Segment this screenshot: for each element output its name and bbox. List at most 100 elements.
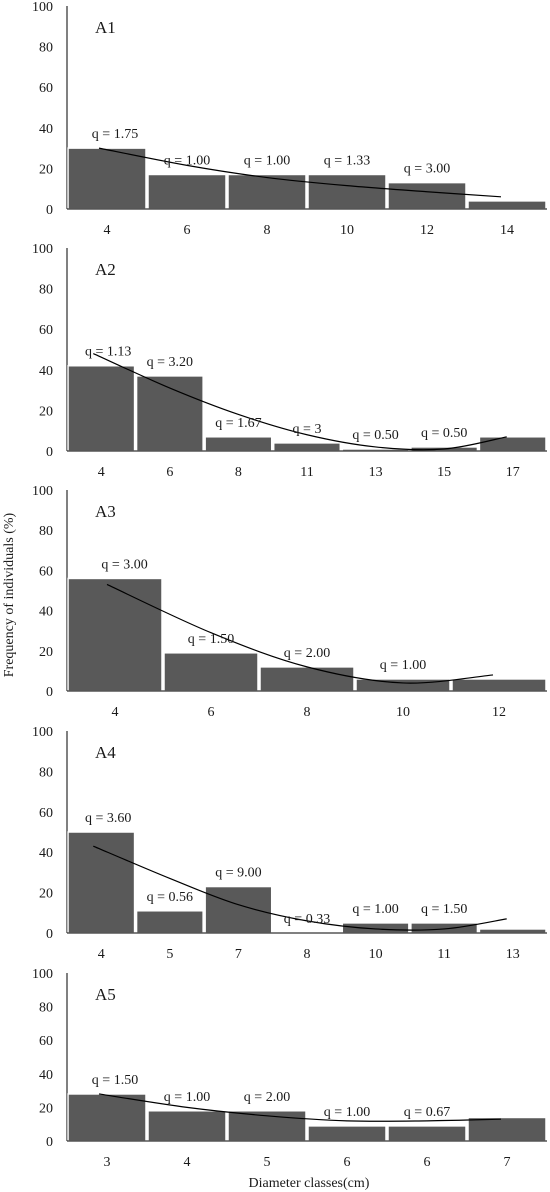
bar — [272, 442, 342, 452]
panel-a4: 0 20 40 60 80 100 4 5 7 8 10 11 13 q = 3.60 q = 0.56 q … — [32, 725, 547, 962]
x-axis-title: Diameter classes(cm) — [249, 1176, 370, 1191]
x-tick-label: 8 — [304, 705, 311, 720]
bar — [67, 831, 136, 934]
y-tick-label: 60 — [39, 806, 53, 821]
x-tick-label: 13 — [369, 465, 383, 480]
y-tick-label: 0 — [46, 927, 53, 942]
y-tick-label: 20 — [39, 887, 53, 902]
bar — [67, 364, 136, 452]
y-tick-label: 100 — [32, 967, 53, 982]
x-tick-label: 5 — [264, 1155, 271, 1170]
x-tick-label: 10 — [340, 223, 354, 238]
bar — [478, 928, 547, 934]
x-tick-label: 7 — [504, 1155, 511, 1170]
q-label: q = 3.00 — [101, 557, 147, 572]
q-label: q = 1.00 — [164, 153, 210, 168]
q-label: q = 1.50 — [188, 632, 234, 647]
bar — [467, 1116, 547, 1142]
y-tick-label: 100 — [32, 484, 53, 499]
y-tick-label: 40 — [39, 605, 53, 620]
q-label: q = 0.50 — [421, 426, 467, 441]
y-tick-label: 80 — [39, 283, 53, 298]
y-tick-label: 20 — [39, 1101, 53, 1116]
bar — [307, 1125, 387, 1142]
x-tick-label: 4 — [98, 947, 105, 962]
trend-line — [98, 147, 502, 198]
q-label: q = 3 — [293, 422, 322, 437]
bar — [387, 1125, 467, 1142]
x-tick-label: 12 — [492, 705, 506, 720]
x-tick-label: 6 — [208, 705, 215, 720]
bar — [67, 1093, 147, 1142]
trend-line — [106, 583, 494, 684]
q-label: q = 9.00 — [215, 866, 261, 881]
bar — [67, 577, 163, 692]
bar — [67, 147, 147, 210]
q-label: q = 0.67 — [404, 1105, 450, 1120]
x-tick-label: 7 — [235, 947, 242, 962]
y-tick-label: 20 — [39, 645, 53, 660]
y-tick-label: 60 — [39, 323, 53, 338]
x-tick-label: 6 — [424, 1155, 431, 1170]
y-tick-label: 40 — [39, 1068, 53, 1083]
x-tick-label: 15 — [437, 465, 451, 480]
q-label: q = 1.00 — [244, 153, 290, 168]
bar — [355, 678, 451, 692]
y-tick-label: 100 — [32, 242, 53, 257]
y-tick-label: 40 — [39, 846, 53, 861]
q-label: q = 2.00 — [284, 646, 330, 661]
q-label: q = 2.00 — [244, 1090, 290, 1105]
y-tick-label: 0 — [46, 203, 53, 218]
panel-label: A4 — [95, 743, 116, 762]
x-tick-label: 6 — [184, 223, 191, 238]
y-tick-label: 60 — [39, 1034, 53, 1049]
x-tick-label: 6 — [166, 465, 173, 480]
q-label: q = 0.56 — [147, 890, 193, 905]
x-tick-label: 4 — [98, 465, 105, 480]
bar — [467, 200, 547, 210]
x-tick-label: 4 — [184, 1155, 191, 1170]
trend-line — [98, 1093, 502, 1122]
y-tick-label: 100 — [32, 0, 53, 15]
panel-a2: 0 20 40 60 80 100 4 6 8 11 13 15 17 q = 1.13 q = 3.20 q… — [32, 242, 547, 480]
q-label: q = 1.67 — [215, 416, 261, 431]
bar — [307, 173, 387, 210]
x-tick-label: 5 — [166, 947, 173, 962]
x-tick-label: 8 — [235, 465, 242, 480]
y-tick-label: 40 — [39, 364, 53, 379]
y-tick-label: 60 — [39, 564, 53, 579]
panel-a5: 0 20 40 60 80 100 3 4 5 6 6 7 q = 1.50 q = 1.00 q = 2.… — [32, 967, 547, 1170]
x-tick-label: 4 — [112, 705, 119, 720]
y-tick-label: 0 — [46, 445, 53, 460]
bar — [341, 922, 410, 934]
x-tick-label: 11 — [437, 947, 450, 962]
q-label: q = 1.33 — [324, 153, 370, 168]
panel-a3: 0 20 40 60 80 100 4 6 8 10 12 q = 3.00 q = 1.50 q = 2… — [32, 484, 547, 720]
y-tick-label: 60 — [39, 81, 53, 96]
y-axis-title: Frequency of individuals (%) — [2, 512, 17, 677]
bar — [204, 885, 273, 934]
y-tick-label: 80 — [39, 41, 53, 56]
bar — [387, 181, 467, 210]
y-tick-label: 80 — [39, 1001, 53, 1016]
bar — [204, 436, 273, 452]
q-label: q = 1.00 — [164, 1090, 210, 1105]
x-tick-label: 10 — [369, 947, 383, 962]
q-label: q = 3.20 — [147, 355, 193, 370]
x-tick-label: 17 — [506, 465, 520, 480]
x-tick-label: 12 — [420, 223, 434, 238]
q-label: q = 0.50 — [352, 428, 398, 443]
q-label: q = 1.50 — [92, 1073, 138, 1088]
x-tick-label: 8 — [304, 947, 311, 962]
y-tick-label: 80 — [39, 765, 53, 780]
x-tick-label: 14 — [500, 223, 514, 238]
q-label: q = 1.50 — [421, 902, 467, 917]
panel-a1: 0 20 40 60 80 100 4 6 8 10 12 14 q = 1.75 q = 1.00 q =… — [32, 0, 547, 238]
bar — [147, 173, 227, 210]
bar — [147, 1110, 227, 1142]
y-tick-label: 20 — [39, 162, 53, 177]
x-tick-label: 13 — [506, 947, 520, 962]
panel-label: A5 — [95, 985, 116, 1004]
y-tick-label: 80 — [39, 524, 53, 539]
trend-line — [93, 845, 507, 931]
